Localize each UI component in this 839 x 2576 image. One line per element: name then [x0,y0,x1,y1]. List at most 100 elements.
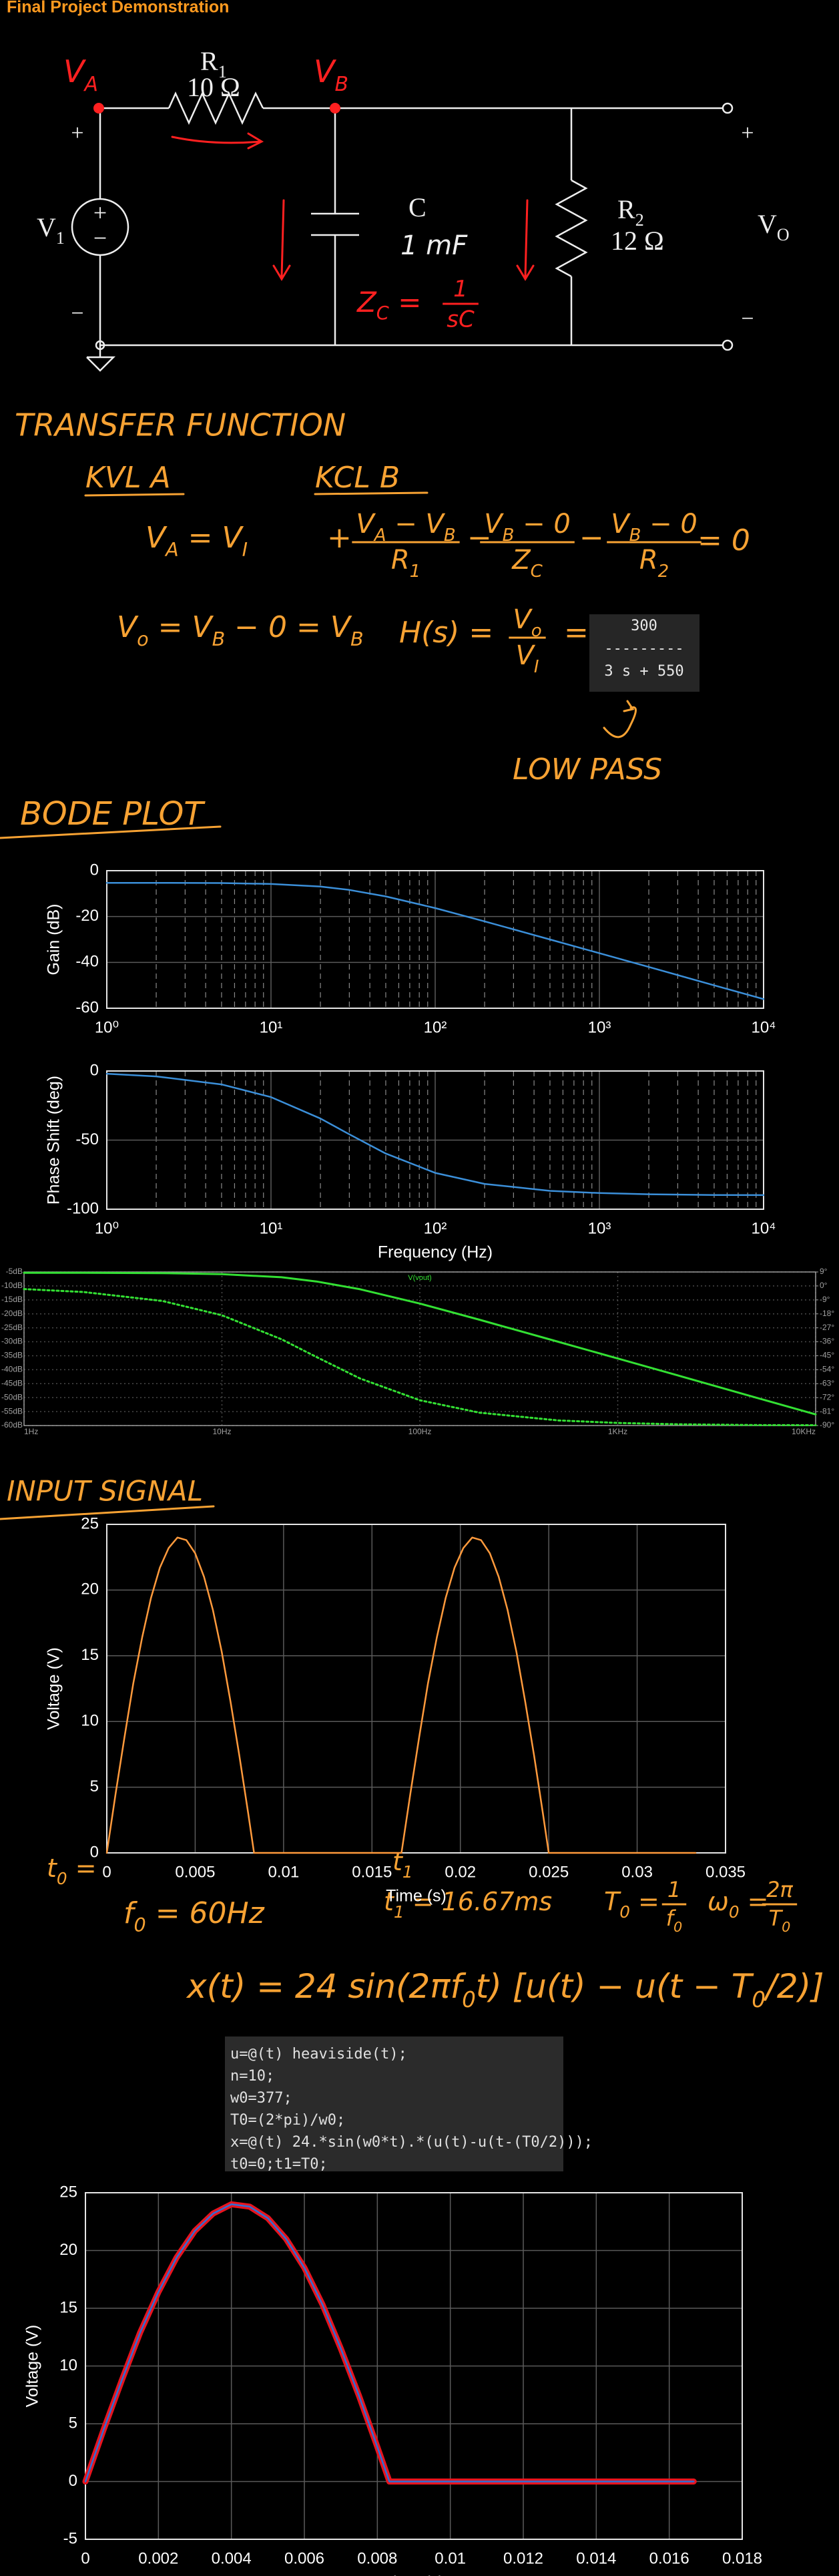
y-tick-label: -55dB [1,1406,23,1416]
y-tick-label: -30dB [1,1337,23,1346]
chart-title: V(vout) [408,1274,431,1282]
equation-numerator: VB − 0 [611,509,697,546]
text-part: V [356,509,376,540]
y-tick-label: 25 [59,2183,77,2201]
equation-numerator: VA − VB [356,509,455,546]
y-tick-label: -10dB [1,1281,23,1290]
equation-denominator: R1 [391,545,421,582]
polarity: + [93,199,107,226]
output-label: VO [758,209,790,244]
y-tick-label: 20 [81,1580,99,1598]
terminal [722,339,734,351]
equation: H(s) = [399,616,493,650]
arrow [171,136,262,144]
page-title: Final Project Demonstration [7,0,229,17]
current-arrows [171,132,535,281]
y2-tick-label: -36° [820,1337,834,1346]
x-tick-label: 100Hz [408,1427,432,1436]
axes-frame [23,1271,816,1426]
text-part: sC [447,306,475,333]
text-part: V [37,212,56,242]
x-tick-label: 0.016 [649,2549,689,2567]
polarity: + [741,121,754,146]
text-part: O [777,225,790,244]
text-part: 0 [673,1919,682,1935]
arrow [524,199,529,278]
node-label: VA [63,53,98,97]
y-tick-label: -60 [75,998,99,1016]
equation-denominator: R2 [639,545,669,582]
text-part: R [617,194,635,224]
text-part: Z [356,286,377,318]
polarity: − [741,306,754,331]
y-tick-label: 15 [81,1646,99,1664]
resistor-r2 [555,179,588,278]
y-tick-label: -40 [75,953,99,971]
y2-tick-label: -18° [820,1309,834,1318]
y2-tick-label: -27° [820,1323,834,1332]
line-series [105,1536,697,1854]
polarity: − [71,301,83,326]
y2-tick-label: -63° [820,1378,834,1387]
text-part: V [758,209,777,239]
text-part: 1 [218,62,227,81]
note: t0 = [47,1854,97,1888]
text-part: Z [511,545,531,576]
text-part: R [391,545,410,576]
x-tick-label: 10¹ [260,1219,283,1237]
text-part: V [63,53,87,89]
y-tick-label: -5 [63,2529,77,2547]
equation-numerator: VB − 0 [484,509,571,546]
x-tick-label: 0.002 [138,2549,178,2567]
component-label: V1 [37,212,65,248]
text-part: V [611,509,631,540]
y-axis-label: Gain (dB) [45,904,63,976]
text-part: B [444,525,456,546]
y-tick-label: -35dB [1,1351,23,1360]
underline [0,825,222,839]
text-part: 1 [667,1877,681,1902]
text-part: B [334,73,348,96]
text-part: 0 [462,1987,476,2012]
text-part: − 0 [514,509,570,540]
y-tick-label: -20dB [1,1309,23,1318]
component-label: R1 [200,46,227,81]
chart: 0 0.005 0.01 0.015 0.02 0.025 0.03 0.0350510152… [45,1514,746,1905]
node-dot [93,103,104,114]
text-part: 0 [57,1869,67,1888]
node-label: VB [314,53,348,97]
heading: KVL A [85,461,171,495]
x-tick-label: 10⁴ [751,1018,776,1036]
y2-tick-label: -72° [820,1392,834,1402]
text-part: t) [u(t) − u(t − T [476,1967,754,2006]
y-tick-label: -25dB [1,1323,23,1332]
y-tick-label: -15dB [1,1295,23,1304]
resistor-r1 [168,91,264,126]
note-denominator: f0 [666,1906,683,1935]
x-tick-label: 0 [81,2549,89,2567]
impedance-denominator: sC [447,306,475,333]
axes-frame [106,1070,764,1210]
text-part: A [373,525,386,546]
text-part: C [376,303,389,324]
equation: = [564,616,589,650]
arrow-head [623,700,635,712]
equation-denominator: VI [515,640,539,677]
text-part: I [534,656,539,676]
text-part: t [384,1887,395,1916]
equation: + [327,521,352,555]
text-part: o [137,628,149,650]
underline [84,493,185,497]
y-tick-label: 25 [81,1514,99,1532]
text-part: = [740,1887,769,1916]
y-tick-label: -60dB [1,1420,23,1430]
text-part: B [503,525,515,546]
text-part: 1 [402,1862,413,1882]
text-part: = V [179,521,244,555]
y-tick-label: -100 [67,1199,99,1217]
x-tick-label: 10KHz [792,1427,816,1436]
text-part: = V [149,610,214,644]
y-tick-label: -20 [75,907,99,925]
note: ω0 = [708,1887,768,1922]
